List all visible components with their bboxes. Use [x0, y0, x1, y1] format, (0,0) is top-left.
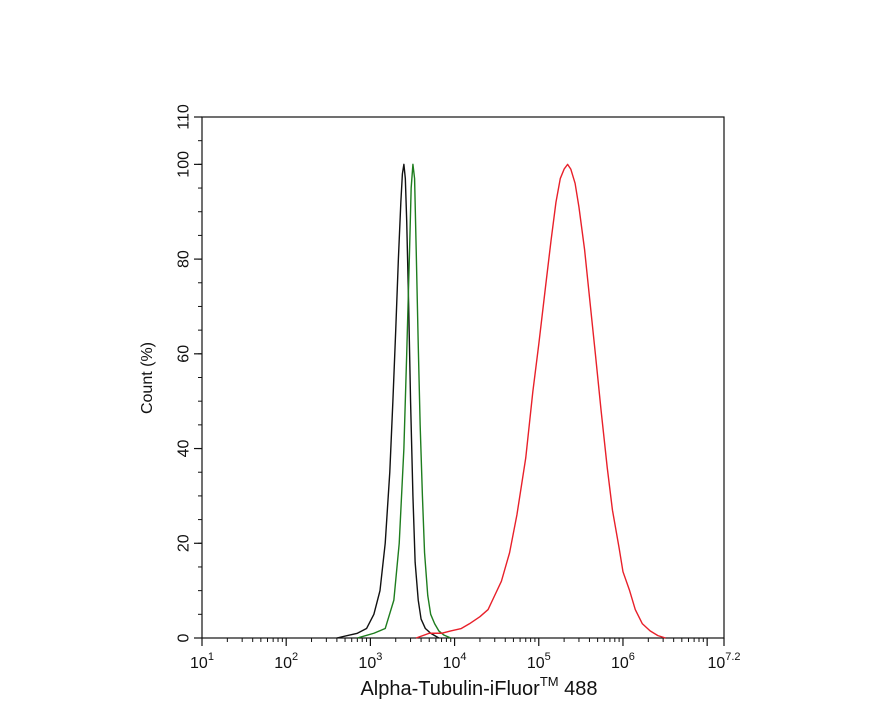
y-tick-label: 20: [176, 534, 193, 552]
x-tick-exponent: 1: [208, 651, 214, 663]
y-tick-label: 40: [176, 440, 193, 458]
x-tick-label: 102: [274, 651, 298, 672]
x-tick-label: 103: [358, 651, 382, 672]
y-tick-label: 110: [176, 104, 193, 130]
y-axis-ticks: 0 20 40 60 80 100 110: [176, 104, 202, 642]
series-line-2: [357, 163, 452, 639]
x-tick-base: 10: [358, 655, 376, 672]
x-tick-label: 105: [527, 651, 551, 672]
x-tick-exponent: 2: [292, 651, 298, 663]
x-axis-label-main: Alpha-Tubulin-iFluor: [360, 678, 540, 700]
series-line-1: [336, 163, 440, 639]
x-tick-base: 10: [190, 655, 208, 672]
plot-frame: [201, 116, 725, 639]
x-axis-ticks: 101 102 103 104 105 106 107.2: [190, 638, 741, 672]
x-tick-base: 10: [611, 655, 629, 672]
x-tick-label: 106: [611, 651, 635, 672]
x-tick-exponent: 3: [376, 651, 382, 663]
x-tick-exponent: 6: [629, 651, 635, 663]
series-layer: [336, 163, 666, 639]
x-tick-base: 10: [527, 655, 545, 672]
x-tick-exponent: 7.2: [725, 651, 740, 663]
y-tick-label: 100: [176, 151, 193, 178]
x-axis-label-suffix: 488: [559, 678, 598, 700]
y-tick-label: 80: [176, 250, 193, 268]
x-tick-label: 107.2: [707, 651, 740, 672]
series-line-3: [415, 163, 666, 639]
x-tick-base: 10: [274, 655, 292, 672]
y-tick-label: 0: [176, 633, 193, 642]
x-tick-label: 101: [190, 651, 214, 672]
y-axis-label: Count (%): [139, 342, 156, 414]
x-tick-exponent: 4: [460, 651, 466, 663]
x-tick-base: 10: [707, 655, 725, 672]
x-tick-label: 104: [443, 651, 467, 672]
x-tick-base: 10: [443, 655, 461, 672]
y-tick-label: 60: [176, 345, 193, 363]
x-axis-label-superscript: TM: [540, 674, 559, 689]
x-tick-exponent: 5: [545, 651, 551, 663]
x-axis-label: Alpha-Tubulin-iFluorTM 488: [360, 674, 597, 700]
